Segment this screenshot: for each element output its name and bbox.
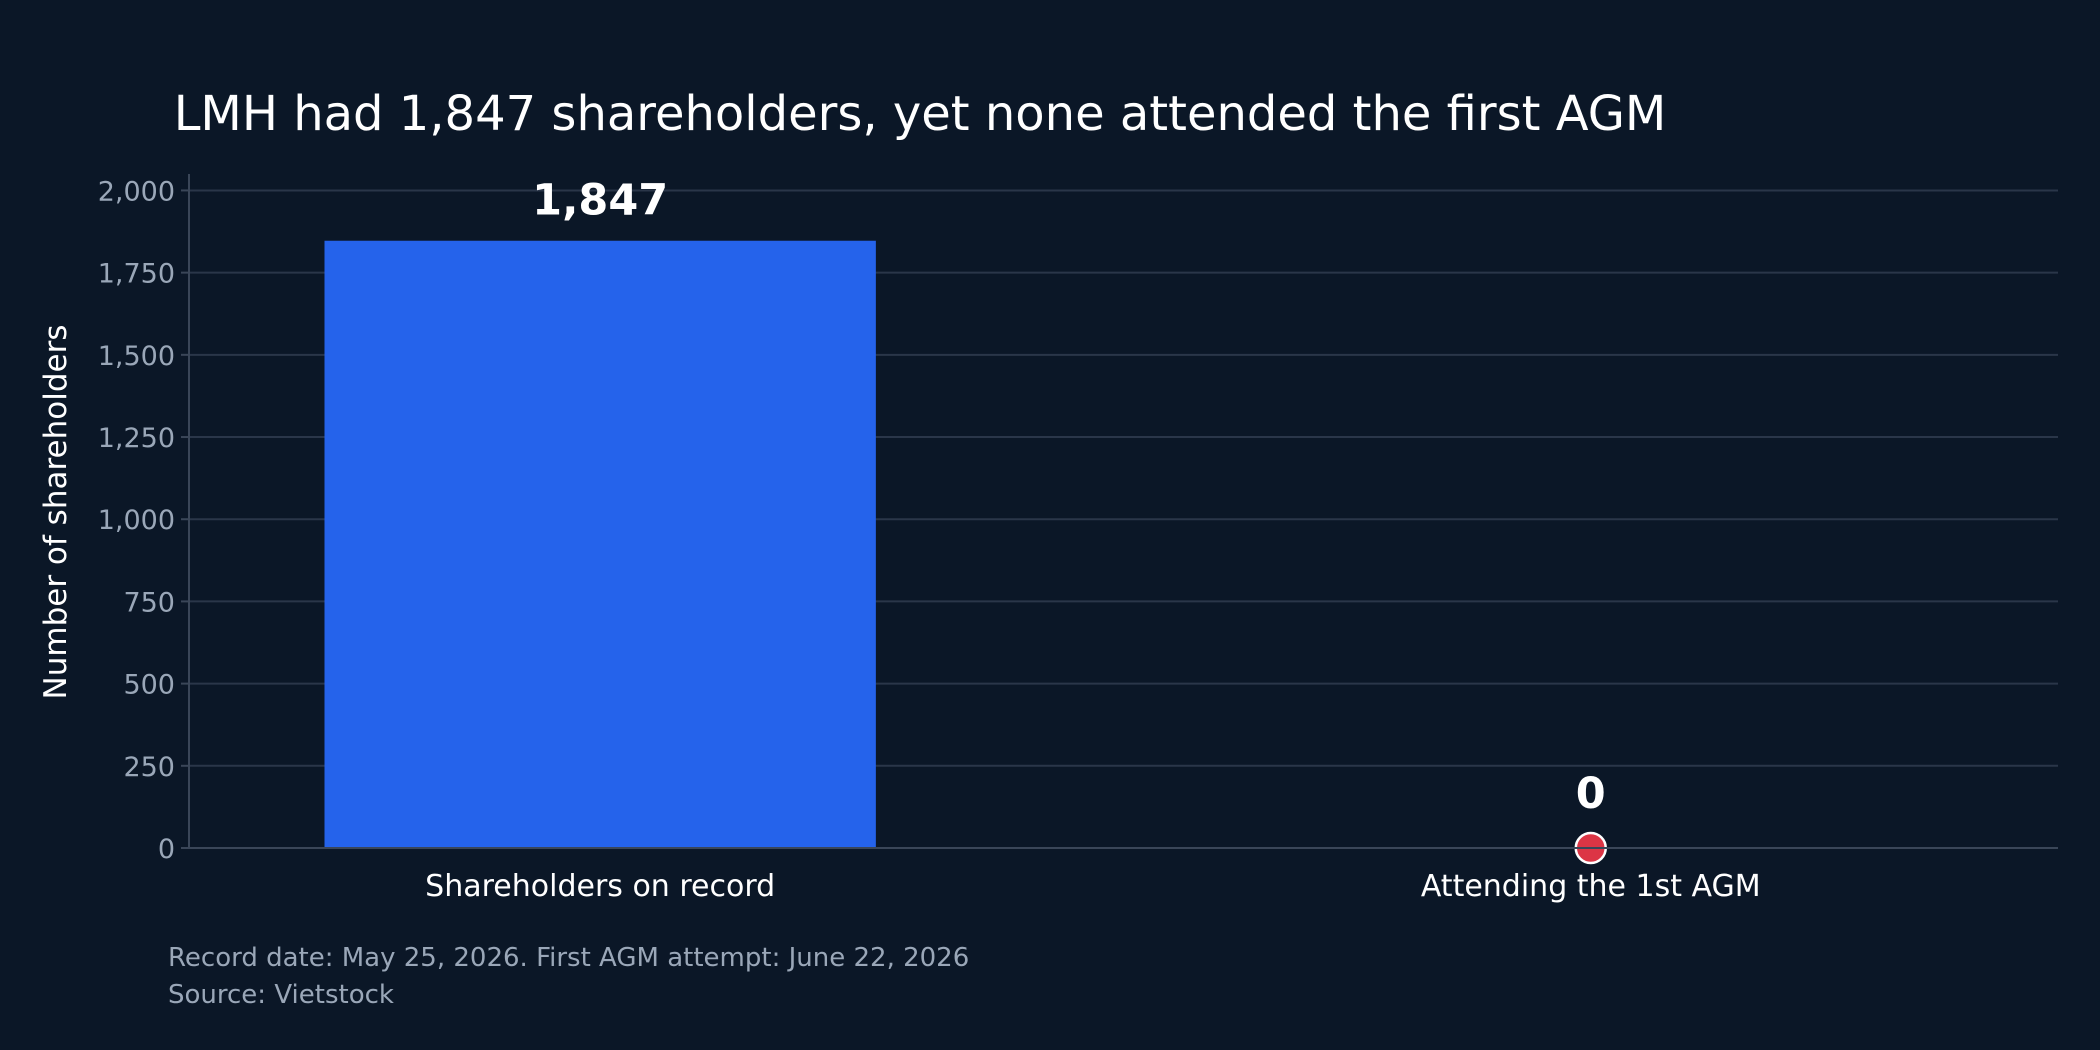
y-tick-label: 750 xyxy=(123,587,175,618)
chart-title: LMH had 1,847 shareholders, yet none att… xyxy=(174,86,1667,142)
y-axis-label: Number of shareholders xyxy=(38,325,74,700)
chart-source: Source: Vietstock xyxy=(168,980,394,1010)
y-tick-label: 1,500 xyxy=(98,341,175,372)
y-tick-label: 500 xyxy=(123,670,175,701)
y-tick-label: 1,250 xyxy=(98,423,175,454)
x-category-label: Attending the 1st AGM xyxy=(1421,869,1761,904)
y-tick-label: 2,000 xyxy=(98,176,175,207)
data-label: 0 xyxy=(1576,769,1606,819)
y-tick-label: 1,750 xyxy=(98,259,175,290)
y-axis-ticks: 0 250 500 750 1,000 1,250 1,500 1,750 2,000 xyxy=(98,176,189,865)
data-labels: 1,847 0 xyxy=(532,176,1606,819)
chart-note: Record date: May 25, 2026. First AGM att… xyxy=(168,943,969,973)
data-label: 1,847 xyxy=(532,176,668,226)
y-tick-label: 1,000 xyxy=(98,505,175,536)
bars xyxy=(324,240,1607,865)
x-axis-categories: Shareholders on record Attending the 1st … xyxy=(425,869,1761,904)
x-category-label: Shareholders on record xyxy=(425,869,775,904)
bar xyxy=(324,240,876,848)
y-tick-label: 250 xyxy=(123,752,175,783)
y-tick-label: 0 xyxy=(158,834,175,865)
